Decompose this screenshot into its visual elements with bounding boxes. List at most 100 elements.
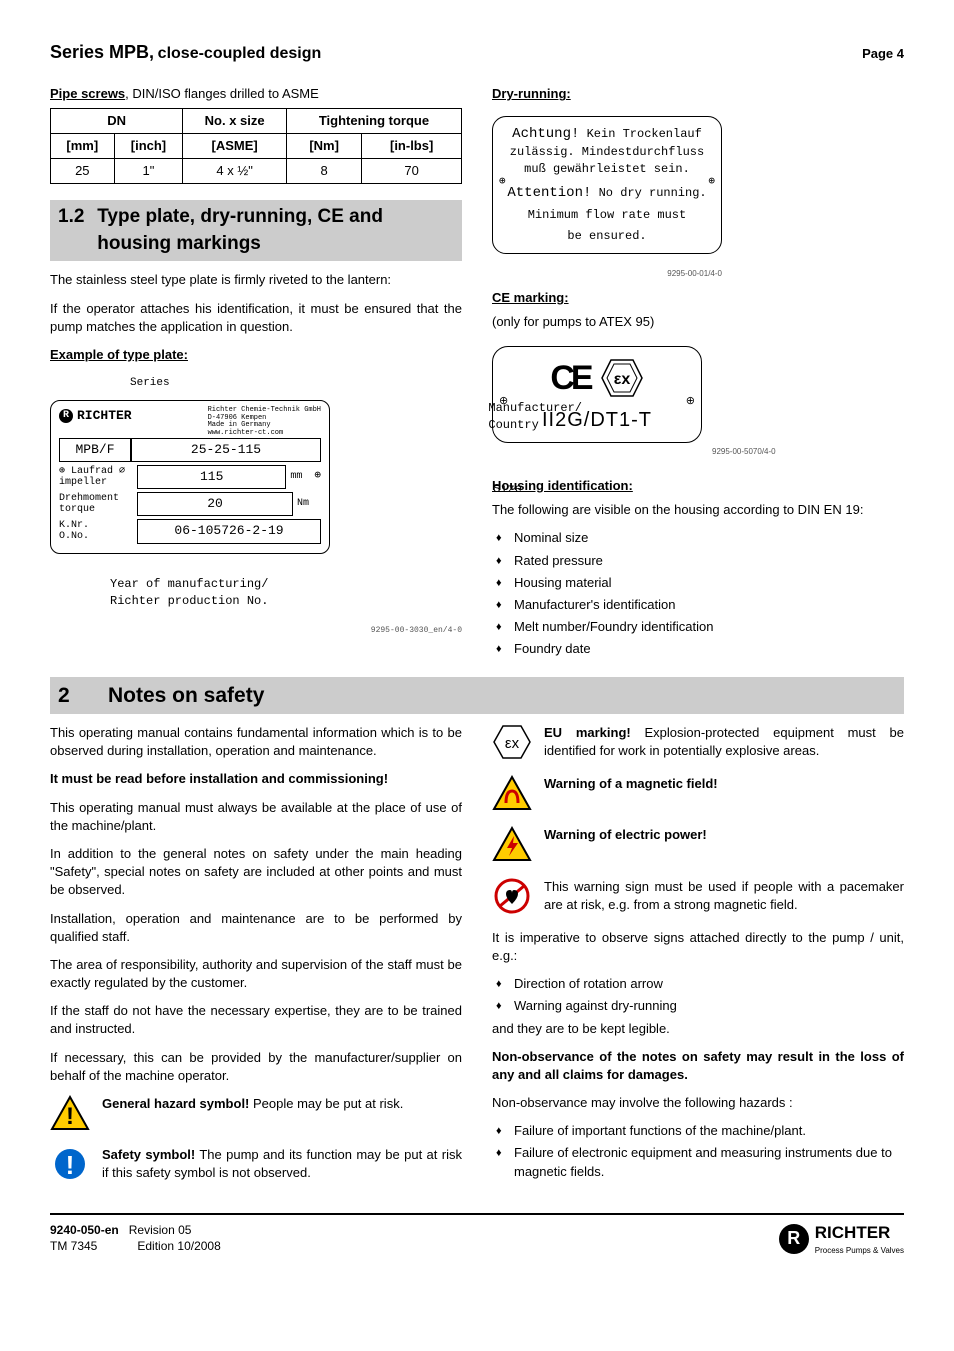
section-1-2-heading: 1.2 Type plate, dry-running, CE and hous… [50, 200, 462, 261]
th-asme: [ASME] [183, 133, 287, 158]
tp-series-label: Series [130, 376, 170, 391]
svg-text:εx: εx [613, 371, 630, 388]
sec2-p3: This operating manual must always be ava… [50, 799, 462, 835]
tp-torque: 20 [137, 492, 293, 516]
dry-running-label: Achtung! Kein Trockenlauf zulässig. Mind… [492, 116, 722, 254]
richter-logo: R RICHTER Process Pumps & Valves [779, 1221, 904, 1256]
tp-brand: RRICHTER [59, 407, 132, 425]
page-number: Page 4 [862, 45, 904, 63]
ce-marking-label: ⊕ ⊕ CE εx II2G/DT1-T [492, 346, 702, 444]
type-plate-box: RRICHTER Richter Chemie-Technik GmbH D-4… [50, 400, 330, 554]
series-title: Series MPB, [50, 42, 154, 62]
tp-ono-label: K.Nr.O.No. [59, 520, 137, 542]
list-item: Nominal size [496, 529, 904, 547]
table-row: 25 1" 4 x ½" 8 70 [51, 158, 462, 183]
ex-hexagon-icon: εx [600, 358, 644, 398]
th-nm: [Nm] [286, 133, 361, 158]
footer-rev: Revision 05 [129, 1223, 192, 1237]
ce-ref: 9295-00-5070/4-0 [712, 446, 776, 457]
sec2-p4: In addition to the general notes on safe… [50, 845, 462, 900]
electric-warning-row: Warning of electric power! [492, 826, 904, 867]
sec12-p2: If the operator attaches his identificat… [50, 300, 462, 336]
ce-mark: CE [550, 355, 589, 403]
pipe-screws-table: DN No. x size Tightening torque [mm] [in… [50, 108, 462, 185]
hazard-bold: General hazard symbol! [102, 1096, 249, 1111]
page-footer: 9240-050-en Revision 05 TM 7345 Edition … [50, 1213, 904, 1256]
housing-list: Nominal size Rated pressure Housing mate… [492, 529, 904, 658]
section-2-heading: 2 Notes on safety [50, 677, 904, 714]
magnetic-text: Warning of a magnetic field! [544, 776, 718, 791]
tp-torque-label: Drehmomenttorque [59, 493, 137, 515]
section-number: 1.2 [58, 204, 97, 257]
sec2-p8: If necessary, this can be provided by th… [50, 1049, 462, 1085]
list-item: Failure of important functions of the ma… [496, 1122, 904, 1140]
list-item: Manufacturer's identification [496, 596, 904, 614]
tp-mfg-lines: Richter Chemie-Technik GmbH D-47906 Kemp… [208, 407, 321, 438]
footer-ed: Edition 10/2008 [137, 1239, 220, 1253]
list-item: Failure of electronic equipment and meas… [496, 1144, 904, 1180]
signs-list: Direction of rotation arrow Warning agai… [492, 975, 904, 1015]
tp-ono: 06-105726-2-19 [137, 519, 321, 543]
pipe-screws-caption-bold: Pipe screws [50, 86, 125, 101]
th-torque: Tightening torque [286, 108, 461, 133]
svg-text:!: ! [66, 1103, 74, 1130]
safety-symbol-row: ! Safety symbol! The pump and its functi… [50, 1146, 462, 1187]
footer-doc-info: 9240-050-en Revision 05 TM 7345 Edition … [50, 1223, 221, 1254]
logo-brand: RICHTER [815, 1223, 891, 1242]
sec2-p1: This operating manual contains fundament… [50, 724, 462, 760]
pacemaker-icon [492, 878, 534, 919]
safety-symbol-icon: ! [50, 1146, 92, 1187]
cell-inch: 1" [114, 158, 183, 183]
th-mm: [mm] [51, 133, 115, 158]
svg-text:!: ! [66, 1150, 75, 1180]
tp-impeller: 115 [137, 465, 286, 489]
imperative-text: It is imperative to observe signs attach… [492, 929, 904, 965]
tp-model: MPB/F [59, 438, 131, 462]
section-title: Type plate, dry-running, CE and housing … [97, 204, 454, 257]
eu-marking-row: εx EU marking! Explosion-protected equip… [492, 724, 904, 765]
sec2-p2: It must be read before installation and … [50, 770, 462, 788]
sec2-p7: If the staff do not have the necessary e… [50, 1002, 462, 1038]
list-item: Housing material [496, 574, 904, 592]
list-item: Warning against dry-running [496, 997, 904, 1015]
general-hazard-icon: ! [50, 1095, 92, 1136]
nonobs-text: Non-observance may involve the following… [492, 1094, 904, 1112]
pacemaker-warning-row: This warning sign must be used if people… [492, 878, 904, 919]
tp-ref: 9295-00-3030_en/4-0 [371, 625, 462, 636]
legible-text: and they are to be kept legible. [492, 1020, 904, 1038]
cell-inlbs: 70 [362, 158, 462, 183]
ce-note: (only for pumps to ATEX 95) [492, 313, 904, 331]
electric-text: Warning of electric power! [544, 827, 707, 842]
ex-hexagon-icon: εx [492, 724, 534, 765]
example-type-plate-head: Example of type plate: [50, 346, 188, 364]
tp-callout-size: Size [493, 481, 522, 498]
cell-nm: 8 [286, 158, 361, 183]
eu-bold: EU marking! [544, 725, 631, 740]
dry-ref: 9295-00-01/4-0 [492, 268, 722, 279]
pipe-screws-caption-rest: , DIN/ISO flanges drilled to ASME [125, 86, 319, 101]
th-inlbs: [in-lbs] [362, 133, 462, 158]
tp-callout-year: Year of manufacturing/Richter production… [110, 576, 268, 610]
sec2-p5: Installation, operation and maintenance … [50, 910, 462, 946]
sec12-p1: The stainless steel type plate is firmly… [50, 271, 462, 289]
safety-bold: Safety symbol! [102, 1147, 195, 1162]
sec2-p6: The area of responsibility, authority an… [50, 956, 462, 992]
list-item: Foundry date [496, 640, 904, 658]
tp-impeller-label: ⊕ Laufrad ⌀impeller [59, 466, 137, 488]
footer-tm: TM 7345 [50, 1239, 97, 1253]
list-item: Melt number/Foundry identification [496, 618, 904, 636]
housing-intro: The following are visible on the housing… [492, 501, 904, 519]
page-header: Series MPB, close-coupled design Page 4 [50, 40, 904, 65]
logo-sub: Process Pumps & Valves [815, 1245, 904, 1256]
hazards-list: Failure of important functions of the ma… [492, 1122, 904, 1181]
section-title: Notes on safety [108, 681, 264, 710]
tp-size: 25-25-115 [131, 438, 321, 462]
logo-icon: R [779, 1224, 809, 1254]
th-dn: DN [51, 108, 183, 133]
pipe-screws-caption: Pipe screws, DIN/ISO flanges drilled to … [50, 85, 462, 103]
ce-marking-head: CE marking: [492, 289, 569, 307]
list-item: Direction of rotation arrow [496, 975, 904, 993]
cell-asme: 4 x ½" [183, 158, 287, 183]
hazard-text: People may be put at risk. [249, 1096, 403, 1111]
nonobs-bold: Non-observance of the notes on safety ma… [492, 1048, 904, 1084]
